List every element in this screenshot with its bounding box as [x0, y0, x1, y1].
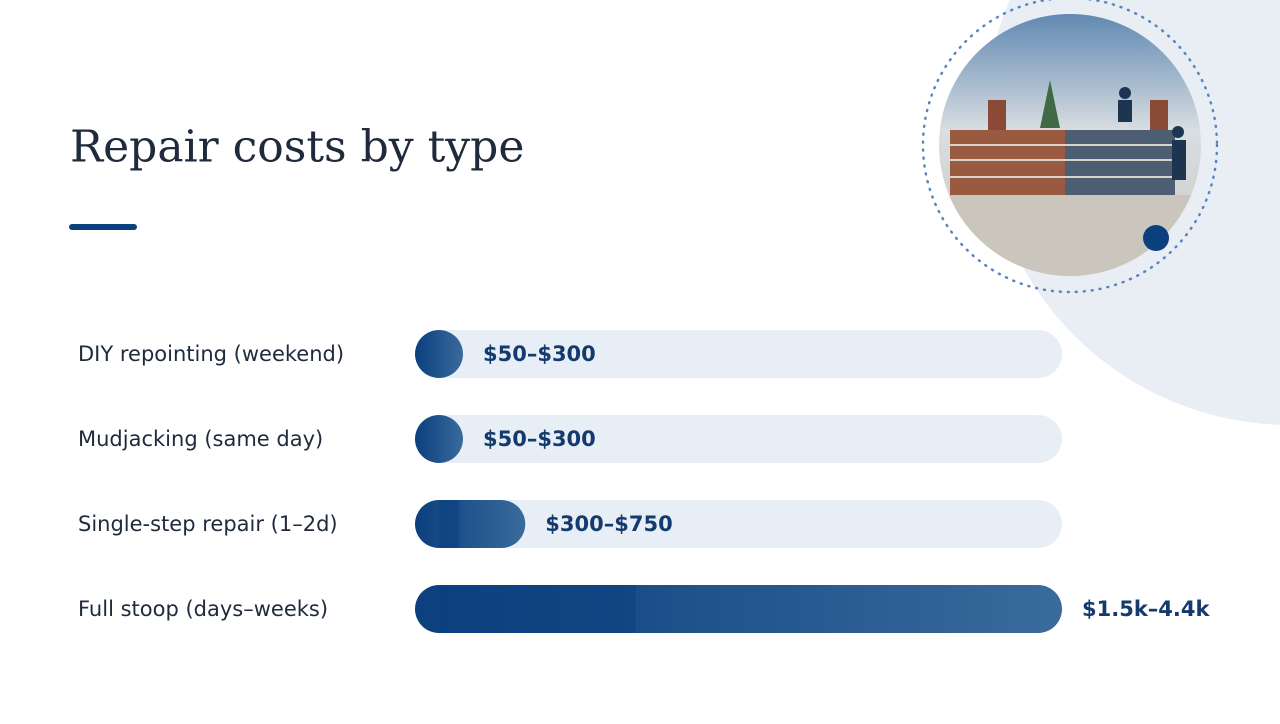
value-label: $1.5k–4.4k — [1082, 597, 1210, 621]
category-label: Single-step repair (1–2d) — [78, 512, 338, 536]
title: Repair costs by type — [70, 122, 524, 173]
category-label: Full stoop (days–weeks) — [78, 597, 328, 621]
category-label: DIY repointing (weekend) — [78, 342, 344, 366]
bar-track — [415, 330, 1062, 378]
accent-dot — [1143, 225, 1169, 251]
category-label: Mudjacking (same day) — [78, 427, 323, 451]
title-underline — [69, 224, 137, 230]
range-bar — [415, 330, 463, 378]
range-bar — [415, 500, 526, 548]
value-label: $300–$750 — [545, 512, 672, 536]
low-segment — [439, 500, 460, 548]
dotted-ring — [921, 0, 1219, 294]
value-label: $50–$300 — [483, 427, 596, 451]
range-bar — [415, 415, 463, 463]
bar-track — [415, 500, 1062, 548]
bar-track — [415, 415, 1062, 463]
value-label: $50–$300 — [483, 342, 596, 366]
low-segment — [439, 585, 636, 633]
